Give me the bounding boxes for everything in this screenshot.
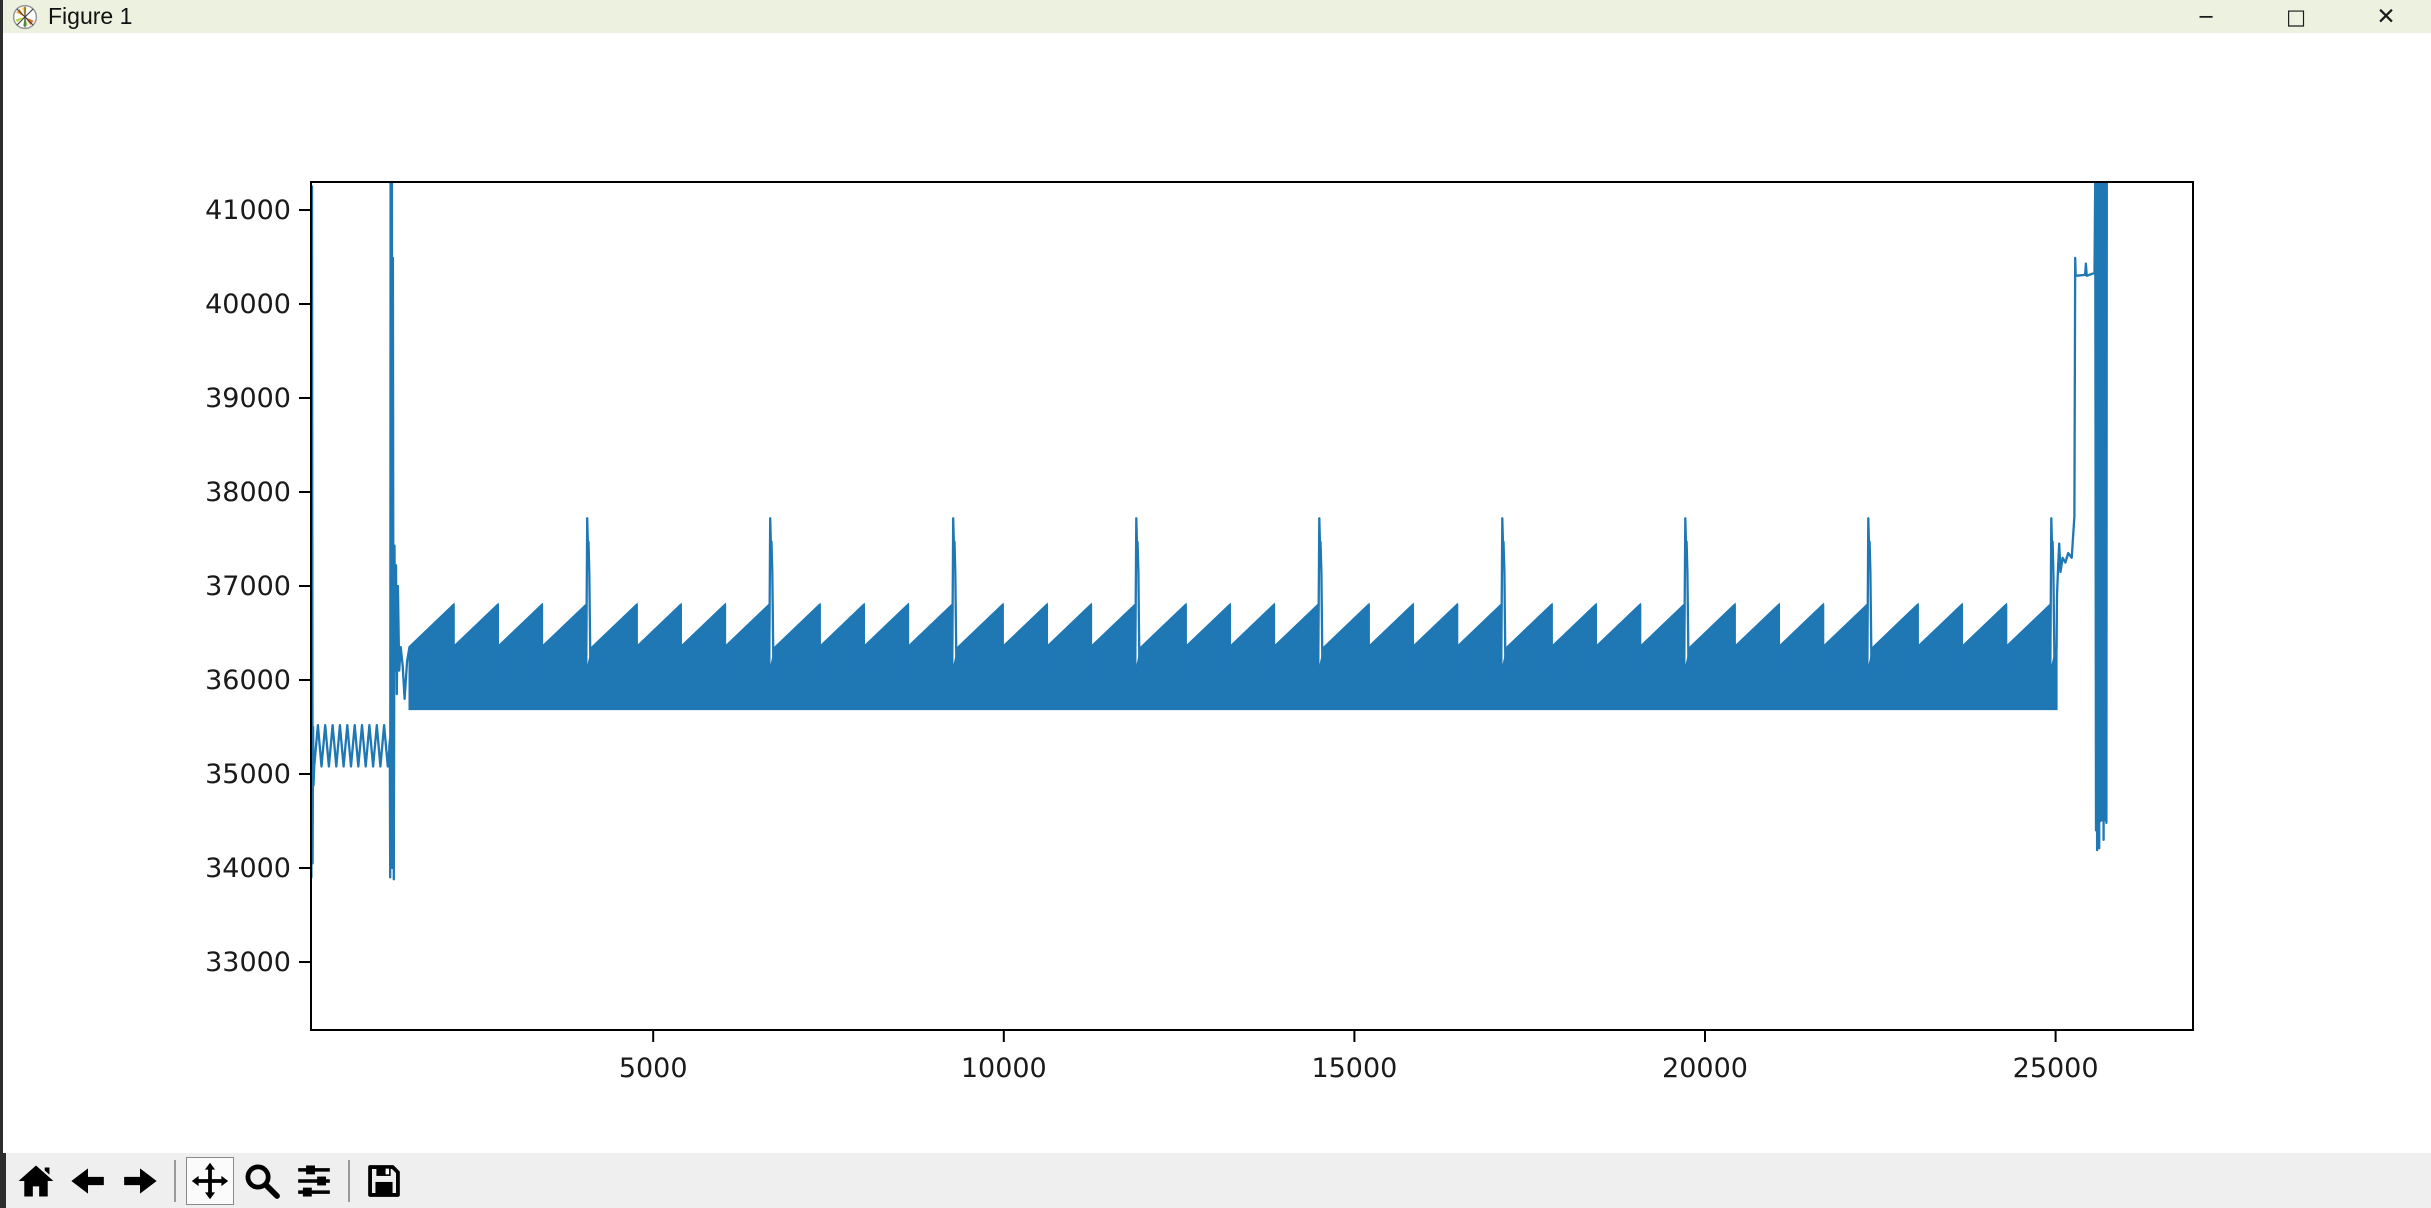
- x-tick-label: 20000: [1662, 1053, 1748, 1084]
- titlebar: Figure 1 ─ □ ✕: [3, 0, 2431, 33]
- toolbar-separator: [174, 1159, 176, 1202]
- back-arrow-icon: [71, 1167, 104, 1194]
- y-tick-label: 36000: [205, 665, 291, 696]
- home-icon: [18, 1164, 54, 1197]
- minimize-button[interactable]: ─: [2161, 0, 2251, 33]
- x-tick-label: 25000: [2013, 1053, 2099, 1084]
- axes-plot: 33000 34000 35000 36000 37000 38000 39000 40000…: [205, 181, 2194, 1084]
- figure-canvas[interactable]: 33000 34000 35000 36000 37000 38000 39000 40000…: [3, 33, 2431, 1153]
- home-button[interactable]: [12, 1157, 60, 1205]
- save-floppy-icon: [368, 1164, 400, 1197]
- close-button[interactable]: ✕: [2341, 0, 2431, 33]
- y-tick-label: 40000: [205, 289, 291, 320]
- y-tick-label: 33000: [205, 947, 291, 978]
- zoom-button[interactable]: [238, 1157, 286, 1205]
- forward-arrow-icon: [124, 1167, 157, 1194]
- series-line: [312, 181, 2108, 881]
- magnifier-icon: [245, 1164, 280, 1199]
- forward-button[interactable]: [116, 1157, 164, 1205]
- x-tick-label: 15000: [1311, 1053, 1397, 1084]
- x-tick-label: 10000: [961, 1053, 1047, 1084]
- y-tick-label: 38000: [205, 477, 291, 508]
- sliders-icon: [298, 1164, 330, 1197]
- maximize-button[interactable]: □: [2251, 0, 2341, 33]
- series-dense-band: [408, 602, 2058, 711]
- x-tick-label: 5000: [619, 1053, 688, 1084]
- nav-toolbar: [3, 1153, 2431, 1208]
- back-button[interactable]: [64, 1157, 112, 1205]
- pan-icon: [191, 1162, 229, 1199]
- matplotlib-logo-icon: [12, 4, 38, 29]
- y-tick-label: 34000: [205, 853, 291, 884]
- subplots-button[interactable]: [290, 1157, 338, 1205]
- toolbar-separator: [348, 1159, 350, 1202]
- pan-button[interactable]: [186, 1156, 234, 1205]
- axes-spines: [310, 181, 2194, 1031]
- caption-buttons: ─ □ ✕: [2161, 0, 2431, 33]
- y-tick-label: 39000: [205, 383, 291, 414]
- y-tick-label: 41000: [205, 195, 291, 226]
- y-tick-label: 37000: [205, 571, 291, 602]
- save-button[interactable]: [360, 1157, 408, 1205]
- window-title: Figure 1: [48, 3, 133, 29]
- y-tick-label: 35000: [205, 759, 291, 790]
